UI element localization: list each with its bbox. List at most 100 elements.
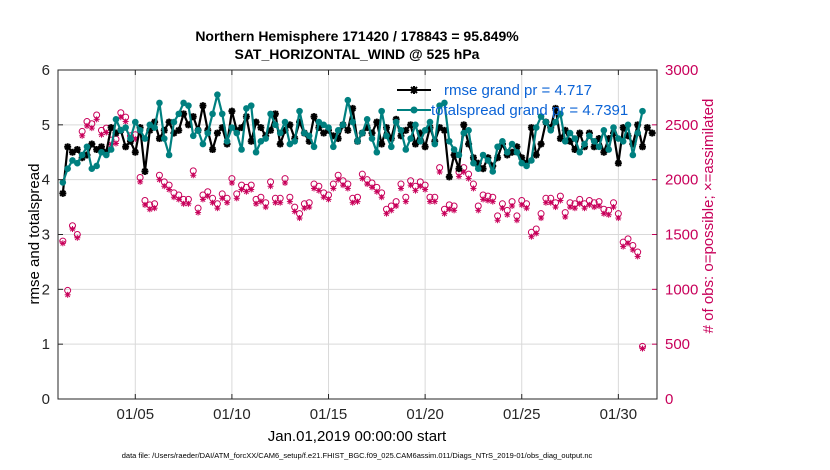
chart-title: Northern Hemisphere 171420 / 178843 = 95… — [195, 28, 519, 44]
totalspread-point — [88, 165, 96, 172]
obs-assimilated-point — [228, 179, 235, 186]
obs-assimilated-point — [74, 234, 81, 241]
obs-assimilated-point — [291, 208, 298, 215]
obs-assimilated-point — [301, 205, 308, 212]
totalspread-point — [286, 140, 294, 148]
totalspread-point — [146, 121, 154, 129]
obs-assimilated-point — [552, 204, 559, 211]
obs-assimilated-point — [431, 198, 438, 205]
rmse-point — [107, 124, 115, 132]
legend: rmse grand pr = 4.717 totalspread grand … — [397, 82, 628, 119]
totalspread-point — [455, 151, 463, 159]
totalspread-point — [368, 135, 376, 142]
obs-assimilated-point — [596, 202, 603, 209]
obs-assimilated-point — [248, 186, 255, 193]
obs-assimilated-point — [79, 132, 86, 139]
rmse-point — [122, 143, 130, 151]
obs-assimilated-point — [166, 186, 173, 193]
obs-assimilated-point — [470, 185, 477, 192]
totalspread-point — [629, 151, 637, 159]
obs-assimilated-point — [117, 114, 124, 121]
totalspread-point — [407, 135, 414, 142]
totalspread-point — [64, 165, 71, 172]
obs-assimilated-point — [185, 200, 192, 207]
totalspread-point — [160, 135, 168, 142]
totalspread-point — [320, 121, 327, 129]
obs-assimilated-point — [311, 185, 318, 192]
obs-assimilated-point — [455, 173, 462, 180]
totalspread-point — [373, 148, 381, 156]
obs-assimilated-point — [513, 217, 520, 224]
totalspread-point — [634, 129, 641, 137]
rmse-point — [59, 189, 67, 197]
obs-assimilated-point — [610, 204, 617, 211]
obs-assimilated-point — [378, 194, 385, 201]
totalspread-point — [445, 137, 453, 145]
obs-assimilated-point — [282, 179, 289, 186]
totalspread-point — [122, 124, 129, 131]
y-tick-label-1: 1 — [42, 336, 50, 353]
obs-assimilated-point — [224, 199, 231, 206]
totalspread-point — [590, 137, 598, 145]
totalspread-point — [349, 118, 356, 126]
totalspread-point — [557, 110, 564, 118]
totalspread-point — [552, 118, 559, 126]
obs-assimilated-point — [625, 240, 632, 247]
legend-spread-label: totalspread grand pr = 4.7391 — [431, 102, 628, 119]
rmse-point — [445, 173, 453, 181]
totalspread-point — [388, 143, 395, 151]
rmse-point — [639, 143, 647, 151]
rmse-point — [643, 124, 651, 132]
totalspread-point — [301, 129, 308, 137]
obs-assimilated-point — [330, 185, 337, 192]
obs-assimilated-point — [233, 195, 240, 202]
obs-assimilated-point — [112, 140, 119, 147]
rmse-point — [228, 107, 236, 115]
totalspread-point — [296, 107, 303, 115]
x-tick-label-4: 01/25 — [503, 406, 541, 423]
obs-assimilated-point — [605, 211, 612, 218]
obs-assimilated-point — [88, 125, 95, 132]
totalspread-point — [513, 148, 521, 156]
totalspread-point — [426, 118, 434, 126]
totalspread-point — [431, 140, 439, 148]
totalspread-point — [103, 151, 110, 159]
totalspread-point — [83, 143, 91, 151]
totalspread-point — [233, 129, 241, 137]
totalspread-point — [537, 113, 545, 120]
obs-assimilated-point — [93, 116, 100, 123]
y-tick-label-6: 6 — [42, 62, 50, 79]
totalspread-point — [252, 148, 260, 156]
totalspread-point — [503, 148, 511, 156]
totalspread-point — [209, 110, 216, 118]
obs-assimilated-point — [523, 205, 530, 212]
obs-assimilated-point — [591, 204, 598, 211]
totalspread-point — [600, 127, 608, 134]
obs-assimilated-point — [639, 345, 646, 352]
totalspread-point — [523, 162, 530, 170]
totalspread-point — [228, 124, 236, 131]
totalspread-point — [344, 96, 352, 104]
legend-rmse-label: rmse grand pr = 4.717 — [444, 82, 592, 99]
totalspread-point — [605, 146, 612, 153]
obs-assimilated-point — [547, 199, 554, 206]
obs-assimilated-point — [238, 186, 245, 193]
obs-assimilated-point — [253, 200, 260, 207]
y-tick-label-3: 3 — [42, 227, 50, 244]
totalspread-point — [542, 118, 550, 126]
obs-assimilated-point — [199, 196, 206, 203]
totalspread-point — [257, 137, 265, 145]
totalspread-point — [310, 143, 318, 151]
obs-assimilated-point — [451, 207, 458, 214]
plot-frame — [57, 69, 658, 400]
totalspread-point — [518, 159, 526, 167]
rmse-point — [455, 165, 463, 173]
rmse-point — [68, 148, 76, 156]
x-tick-label-2: 01/15 — [310, 406, 348, 423]
totalspread-point — [610, 124, 617, 131]
totalspread-point — [639, 107, 646, 115]
x-axis-label: Jan.01,2019 00:00:00 start — [268, 428, 447, 445]
rmse-point — [532, 151, 540, 159]
y-tick-label-2: 2 — [42, 281, 50, 298]
